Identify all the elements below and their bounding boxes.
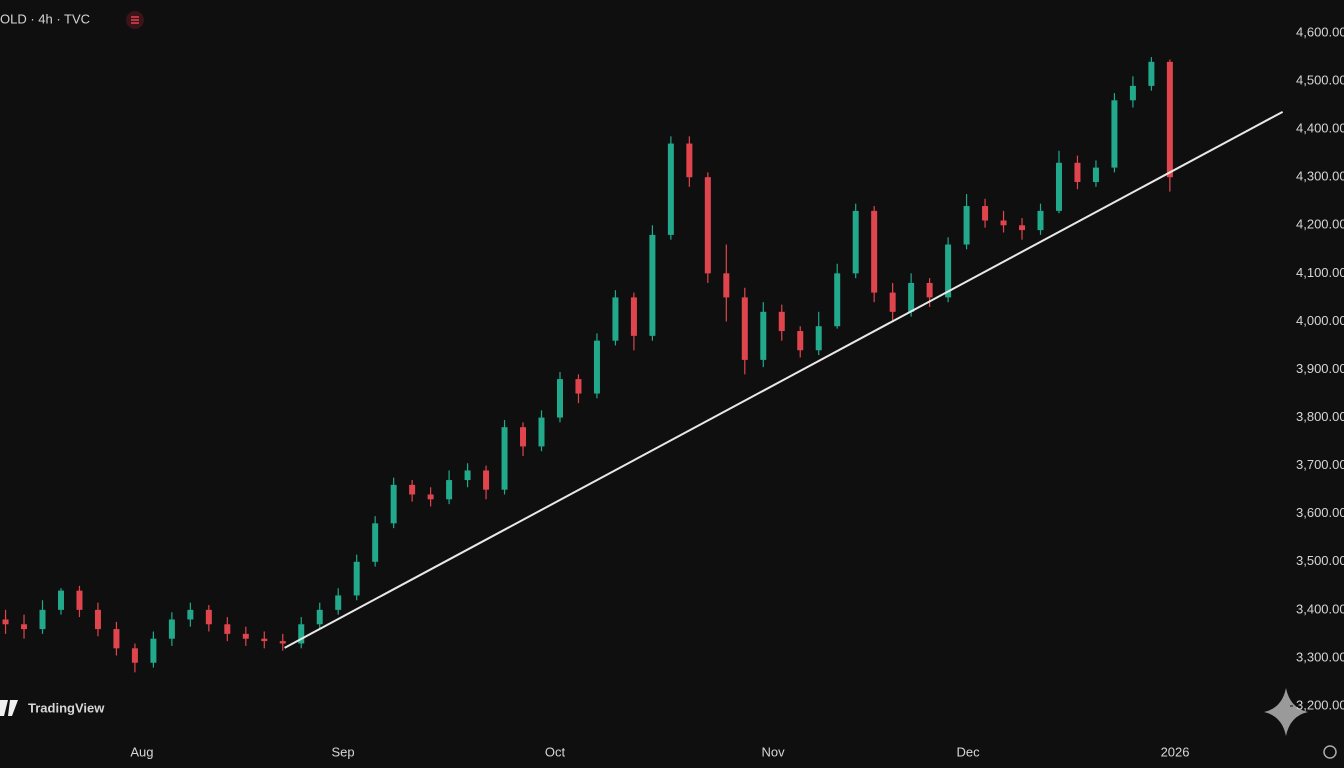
candle-body	[1166, 61, 1173, 178]
y-tick-label: 3,300.00	[1296, 649, 1344, 664]
candle-body	[1055, 162, 1062, 211]
y-tick-label: 3,200.00	[1296, 697, 1344, 712]
candle-body	[852, 210, 859, 274]
candle-body	[168, 619, 175, 639]
x-tick-label: 2026	[1161, 744, 1190, 759]
candle-body	[94, 609, 101, 630]
y-tick-label: 3,800.00	[1296, 409, 1344, 424]
menu-icon-lines	[131, 16, 139, 24]
x-tick-label: Sep	[331, 744, 354, 759]
candle-body	[150, 638, 157, 663]
candle-body	[279, 641, 286, 644]
candle-body	[1000, 220, 1007, 226]
candle-body	[741, 297, 748, 360]
y-tick-label: 4,300.00	[1296, 169, 1344, 184]
candle-body	[113, 629, 120, 649]
y-tick-label: 3,700.00	[1296, 457, 1344, 472]
candle-body	[76, 590, 83, 610]
x-tick-label: Nov	[762, 744, 786, 759]
y-tick-label: 3,900.00	[1296, 361, 1344, 376]
candle-body	[760, 311, 767, 360]
y-tick-label: 4,100.00	[1296, 265, 1344, 280]
candle-body	[187, 609, 194, 620]
candle-body	[427, 494, 434, 500]
chart-title: OLD · 4h · TVC	[0, 11, 90, 26]
candle-body	[834, 273, 841, 327]
candle-body	[797, 331, 804, 351]
brand-logo	[0, 700, 18, 716]
candle-body	[778, 311, 785, 332]
candle-body	[815, 326, 822, 351]
candle-body	[1148, 61, 1155, 86]
candle-body	[464, 470, 471, 481]
candle-body	[242, 633, 249, 639]
candle-body	[982, 206, 989, 221]
candle-body	[316, 609, 323, 625]
candle-body	[261, 638, 268, 642]
candle-body	[39, 609, 46, 630]
candle-body	[390, 484, 397, 524]
candle-body	[409, 484, 416, 495]
candle-body	[1074, 162, 1081, 183]
candle-body	[908, 282, 915, 312]
candle-body	[2, 619, 9, 625]
candle-body	[612, 297, 619, 341]
x-tick-label: Aug	[130, 744, 153, 759]
candle-body	[205, 609, 212, 625]
candle-body	[871, 210, 878, 293]
x-tick-label: Oct	[545, 744, 566, 759]
y-tick-label: 4,000.00	[1296, 313, 1344, 328]
candle-body	[963, 206, 970, 245]
x-tick-label: Dec	[956, 744, 980, 759]
trendline	[284, 110, 1284, 649]
sparkle-icon	[1264, 688, 1308, 736]
candle-body	[446, 480, 453, 500]
y-tick-label: 3,600.00	[1296, 505, 1344, 520]
y-tick-label: 4,600.00	[1296, 24, 1344, 39]
candle-body	[889, 292, 896, 312]
candle-body	[538, 417, 545, 447]
candle-body	[353, 561, 360, 596]
candle-body	[1111, 100, 1118, 168]
candle-body	[593, 340, 600, 394]
candle-body	[723, 273, 730, 298]
candle-body	[575, 379, 582, 394]
y-tick-label: 3,400.00	[1296, 601, 1344, 616]
candle-body	[686, 143, 693, 178]
candle-body	[57, 590, 64, 610]
plot-area: 3,200.00 3,300.00 3,400.00 3,500.00 3,600.00…	[2, 24, 1344, 759]
candle-body	[501, 427, 508, 490]
candle-body	[1019, 225, 1026, 231]
candle-body	[335, 595, 342, 610]
candle-body	[21, 624, 28, 630]
candle-body	[945, 244, 952, 298]
candle-body	[1037, 210, 1044, 231]
y-tick-label: 4,200.00	[1296, 217, 1344, 232]
brand-name: TradingView	[28, 700, 105, 715]
candle-body	[667, 143, 674, 235]
candle-body	[520, 427, 527, 447]
candle-body	[926, 282, 933, 298]
candle-body	[630, 297, 637, 336]
candle-body	[1092, 167, 1099, 183]
candle-body	[483, 470, 490, 490]
y-tick-label: 3,500.00	[1296, 553, 1344, 568]
candle-body	[1129, 85, 1136, 101]
candle-body	[649, 234, 656, 336]
candle-body	[372, 523, 379, 562]
candle-body	[298, 624, 305, 644]
candle-body	[224, 624, 231, 634]
y-tick-label: 4,400.00	[1296, 121, 1344, 136]
candle-body	[556, 379, 563, 418]
candle-body	[704, 177, 711, 274]
candle-body	[131, 648, 138, 663]
settings-icon[interactable]	[1323, 745, 1337, 759]
y-tick-label: 4,500.00	[1296, 73, 1344, 88]
